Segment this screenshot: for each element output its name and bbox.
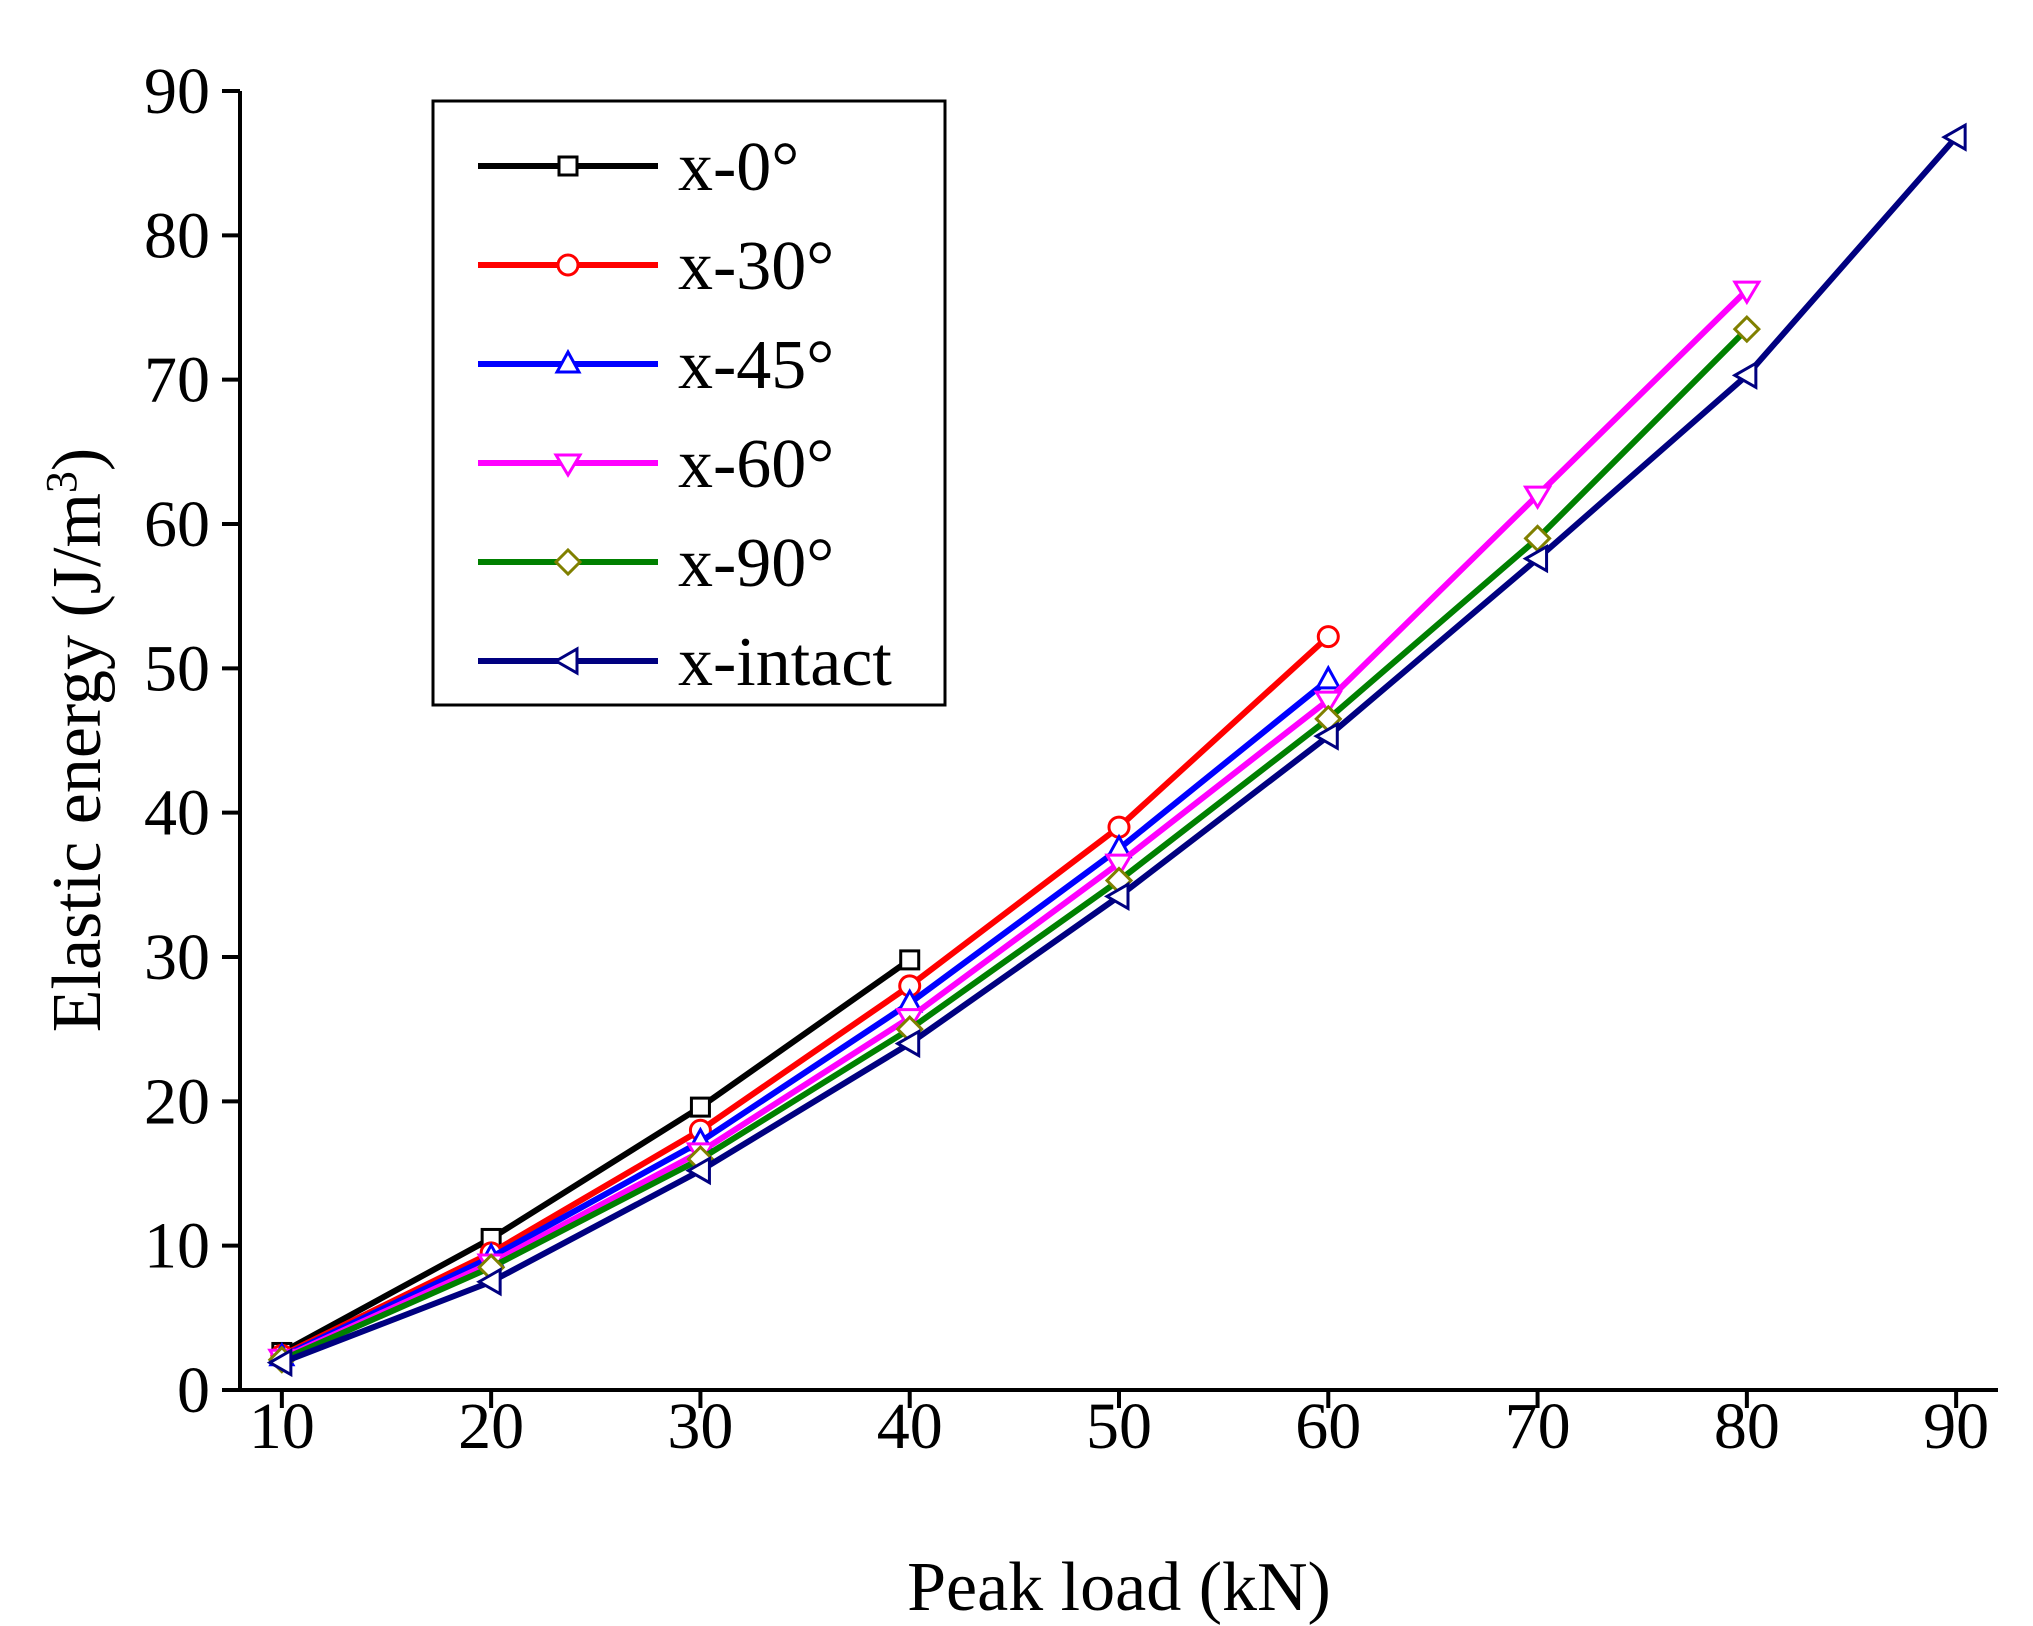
legend: x-0° x-30° x-45° x-60° x-90° x-intact — [431, 99, 947, 707]
data-point-x-intact — [1522, 544, 1549, 574]
x-tick-label: 80 — [1714, 1390, 1780, 1463]
y-tick-label: 60 — [144, 488, 210, 561]
data-point-x-intact — [685, 1156, 711, 1186]
y-tick-label: 20 — [144, 1065, 210, 1138]
data-point-x-intact — [1313, 721, 1339, 751]
x-tick-label: 40 — [877, 1390, 943, 1463]
x-axis-title: Peak load (kN) — [907, 1549, 1331, 1626]
ticks: 10 20 30 40 50 60 70 80 90 0 10 20 30 40 50 60 70 80 90 — [144, 55, 1989, 1463]
y-tick-label: 90 — [144, 55, 210, 128]
data-point-x-0deg — [899, 949, 921, 971]
legend-entry-x-intact: x-intact — [478, 624, 892, 701]
y-tick-label: 0 — [177, 1354, 210, 1427]
legend-marker — [553, 453, 583, 478]
legend-entry-x-30deg: x-30° — [478, 228, 834, 305]
data-point-x-30deg — [1316, 625, 1340, 649]
legend-entry-x-0deg: x-0° — [478, 129, 799, 206]
data-point-x-intact — [476, 1267, 502, 1297]
series-line-x-90deg — [280, 327, 1749, 1363]
x-tick-label: 50 — [1086, 1390, 1152, 1463]
series-line-x-0deg — [280, 957, 912, 1356]
legend-entry-x-45deg: x-45° — [478, 327, 834, 404]
x-tick-label: 20 — [458, 1390, 524, 1463]
y-tick-label: 10 — [144, 1210, 210, 1283]
data-point-x-60deg — [1522, 485, 1553, 511]
legend-box — [431, 99, 947, 707]
data-point-x-45deg — [1314, 664, 1342, 690]
y-axis-title: Elastic energy (J/m3) — [37, 448, 117, 1032]
series-line-x-30deg — [280, 634, 1331, 1359]
series-x-0deg — [271, 949, 921, 1363]
y-tick-label: 80 — [144, 199, 210, 272]
data-point-x-intact — [1731, 360, 1758, 390]
legend-label: x-30° — [678, 228, 834, 305]
x-tick-label: 30 — [667, 1390, 733, 1463]
legend-entry-x-90deg: x-90° — [478, 525, 834, 602]
legend-marker — [552, 646, 579, 676]
data-point-x-0deg — [689, 1096, 711, 1118]
y-axis-title-main: Elastic energy (J/m — [39, 493, 116, 1032]
data-point-x-intact — [894, 1029, 921, 1059]
y-tick-label: 50 — [144, 632, 210, 705]
y-tick-label: 30 — [144, 921, 210, 994]
series-line-x-60deg — [280, 288, 1749, 1361]
legend-label: x-0° — [678, 129, 799, 206]
y-tick-label: 70 — [144, 344, 210, 417]
legend-marker — [557, 155, 579, 177]
data-point-x-intact — [266, 1347, 293, 1378]
data-point-x-60deg — [1732, 280, 1762, 306]
series-x-intact — [266, 122, 1967, 1378]
legend-label: x-intact — [678, 624, 892, 701]
x-tick-label: 90 — [1923, 1390, 1989, 1463]
x-tick-label: 60 — [1295, 1390, 1361, 1463]
legend-marker — [556, 253, 580, 277]
data-point-x-intact — [1103, 881, 1130, 911]
legend-label: x-60° — [678, 426, 834, 503]
series-group — [266, 122, 1967, 1378]
data-point-x-60deg — [1313, 690, 1343, 716]
x-tick-label: 10 — [249, 1390, 315, 1463]
legend-label: x-90° — [678, 525, 834, 602]
series-line-x-45deg — [280, 677, 1331, 1360]
legend-marker — [554, 348, 582, 374]
legend-entry-x-60deg: x-60° — [478, 426, 834, 503]
legend-marker — [553, 547, 583, 577]
y-axis-title-superscript: 3 — [37, 471, 86, 493]
series-x-30deg — [270, 625, 1340, 1367]
legend-label: x-45° — [678, 327, 834, 404]
data-point-x-90deg — [1732, 315, 1761, 344]
y-tick-label: 40 — [144, 777, 210, 850]
y-axis-title-close: ) — [39, 448, 116, 471]
data-point-x-intact — [1941, 122, 1967, 152]
data-point-x-60deg — [1104, 853, 1134, 879]
x-tick-label: 70 — [1505, 1390, 1571, 1463]
